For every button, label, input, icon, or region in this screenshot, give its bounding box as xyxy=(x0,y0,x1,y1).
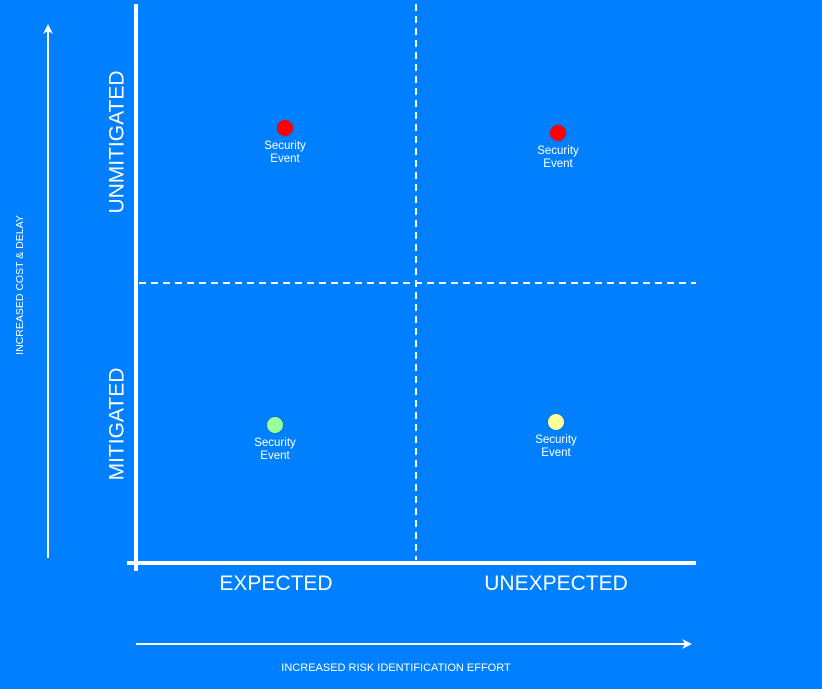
red-status-dot xyxy=(277,120,293,136)
security-event-unmitigated-expected[interactable]: Security Event xyxy=(245,120,325,166)
security-event-mitigated-unexpected[interactable]: Security Event xyxy=(516,414,596,460)
row-label-unmitigated: UNMITIGATED xyxy=(105,70,129,214)
yellow-status-dot xyxy=(548,414,564,430)
security-event-label: Security Event xyxy=(254,437,296,462)
red-status-dot xyxy=(550,125,566,141)
row-label-mitigated: MITIGATED xyxy=(105,367,129,481)
security-event-mitigated-expected[interactable]: Security Event xyxy=(235,417,315,463)
x-axis-label: INCREASED RISK IDENTIFICATION EFFORT xyxy=(281,662,511,674)
security-event-unmitigated-unexpected[interactable]: Security Event xyxy=(518,125,598,171)
security-event-label: Security Event xyxy=(537,145,579,170)
green-status-dot xyxy=(267,417,283,433)
column-label-expected: EXPECTED xyxy=(219,572,333,595)
column-label-unexpected: UNEXPECTED xyxy=(484,572,628,595)
security-event-label: Security Event xyxy=(264,140,306,165)
security-event-label: Security Event xyxy=(535,434,577,459)
y-axis-label: INCREASED COST & DELAY xyxy=(13,215,26,355)
